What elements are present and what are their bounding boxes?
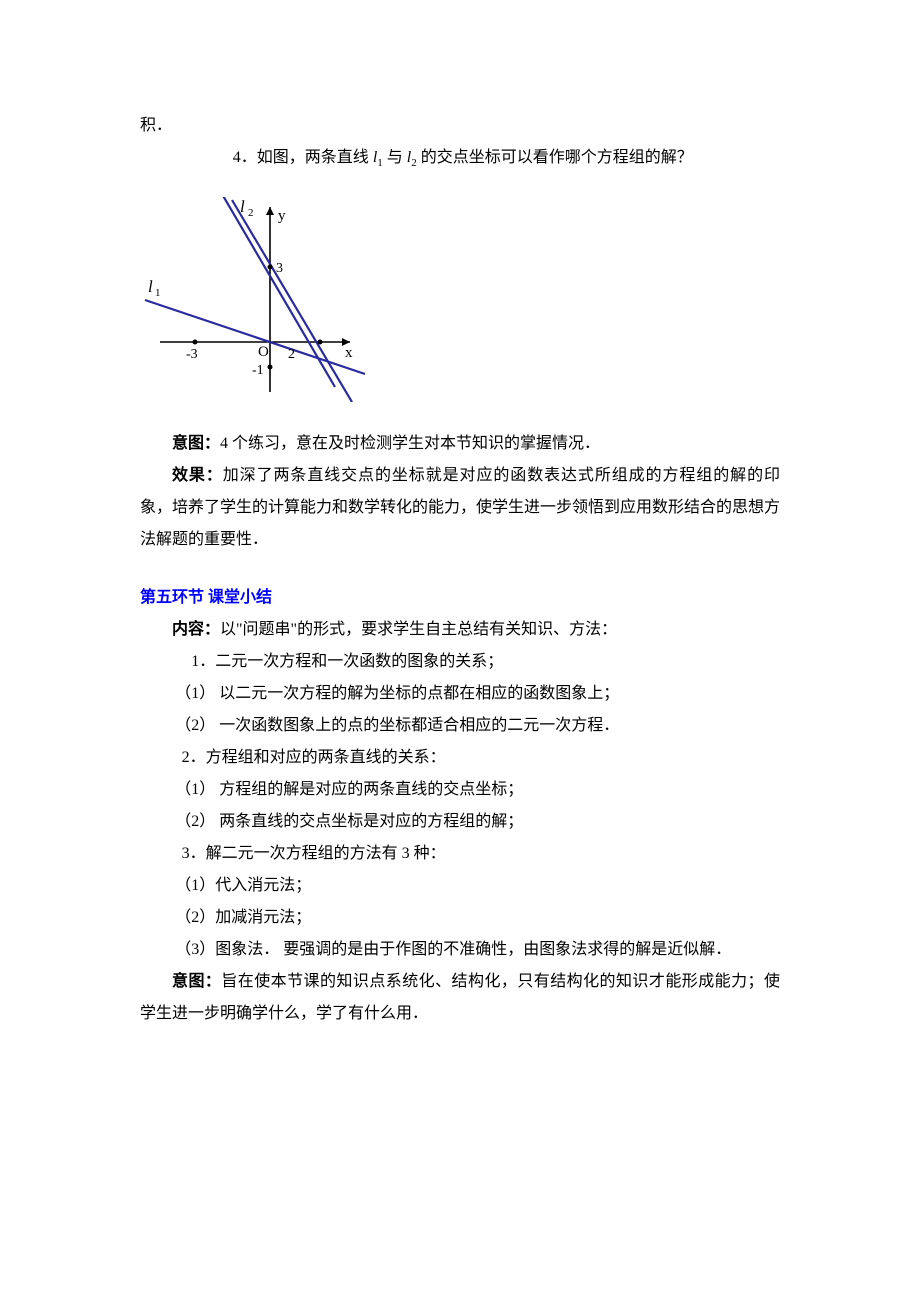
- content-label: 内容：: [172, 621, 220, 638]
- intent-paragraph: 意图：4 个练习，意在及时检测学生对本节知识的掌握情况．: [140, 428, 780, 460]
- summary-1: 1．二元一次方程和一次函数的图象的关系；: [140, 646, 780, 678]
- line-l2-label: l: [240, 197, 245, 216]
- intent2-text: 旨在使本节课的知识点系统化、结构化，只有结构化的知识才能形成能力；使学生进一步明…: [140, 973, 780, 1022]
- line-l1-label: l: [148, 277, 153, 296]
- document-page: 积． 4．如图，两条直线 l1 与 l2 的交点坐标可以看作哪个方程组的解？: [0, 0, 920, 1302]
- summary-3-2: （2）加减消元法；: [140, 902, 780, 934]
- figure-graph: y x O 3 -3 2 -1 l 1 l 2: [140, 192, 780, 414]
- q4-suffix: 的交点坐标可以看作哪个方程组的解？: [417, 149, 693, 166]
- summary-3: 3．解二元一次方程组的方法有 3 种：: [140, 838, 780, 870]
- effect-label: 效果：: [172, 467, 223, 484]
- q4-mid: 与: [383, 149, 407, 166]
- q4-prefix: 4．如图，两条直线: [233, 149, 373, 166]
- tick-x2: 2: [288, 347, 295, 362]
- content-paragraph: 内容：以"问题串"的形式，要求学生自主总结有关知识、方法：: [140, 614, 780, 646]
- line-l2-sub: 2: [248, 207, 254, 219]
- summary-1-2: （2） 一次函数图象上的点的坐标都适合相应的二元一次方程．: [140, 710, 780, 742]
- summary-2-1: （1） 方程组的解是对应的两条直线的交点坐标；: [140, 774, 780, 806]
- intent2-label: 意图：: [172, 973, 221, 990]
- summary-2: 2．方程组和对应的两条直线的关系：: [140, 742, 780, 774]
- intent-label: 意图：: [172, 435, 220, 452]
- tick-y3: 3: [276, 261, 283, 276]
- effect-paragraph: 效果：加深了两条直线交点的坐标就是对应的函数表达式所组成的方程组的解的印象，培养…: [140, 460, 780, 556]
- section-5-title: 第五环节 课堂小结: [140, 582, 780, 614]
- content-text: 以"问题串"的形式，要求学生自主总结有关知识、方法：: [220, 621, 617, 638]
- axis-y-label: y: [278, 208, 286, 224]
- summary-3-3: （3）图象法． 要强调的是由于作图的不准确性，由图象法求得的解是近似解．: [140, 934, 780, 966]
- tick-ym1: -1: [252, 363, 264, 378]
- intent-text: 4 个练习，意在及时检测学生对本节知识的掌握情况．: [220, 435, 600, 452]
- tick-xm3: -3: [186, 347, 198, 362]
- effect-text: 加深了两条直线交点的坐标就是对应的函数表达式所组成的方程组的解的印象，培养了学生…: [140, 467, 780, 548]
- intent2-paragraph: 意图：旨在使本节课的知识点系统化、结构化，只有结构化的知识才能形成能力；使学生进…: [140, 966, 780, 1030]
- summary-1-1: （1） 以二元一次方程的解为坐标的点都在相应的函数图象上；: [140, 678, 780, 710]
- coordinate-graph: y x O 3 -3 2 -1 l 1 l 2: [140, 192, 365, 402]
- origin-label: O: [258, 344, 269, 360]
- axis-x-label: x: [345, 345, 353, 361]
- summary-3-1: （1）代入消元法；: [140, 870, 780, 902]
- prev-paragraph-tail: 积．: [140, 110, 780, 142]
- question-4: 4．如图，两条直线 l1 与 l2 的交点坐标可以看作哪个方程组的解？: [140, 142, 780, 174]
- summary-2-2: （2） 两条直线的交点坐标是对应的方程组的解；: [140, 806, 780, 838]
- line-l1-sub: 1: [155, 287, 161, 299]
